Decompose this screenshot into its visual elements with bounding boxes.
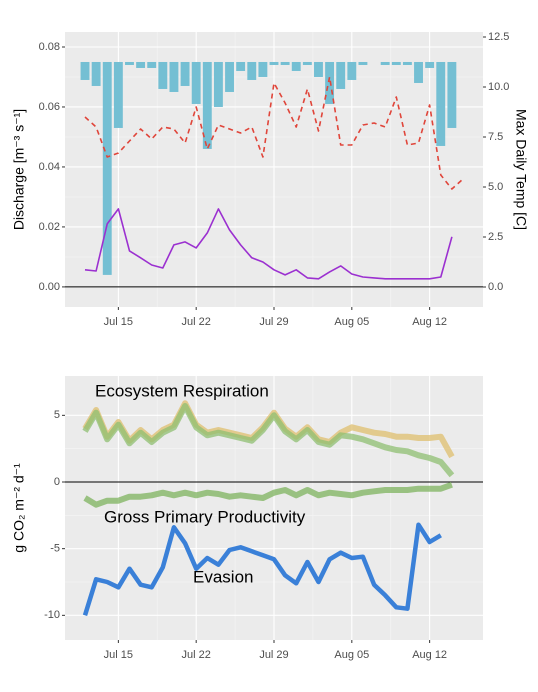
bar bbox=[280, 61, 290, 65]
bar bbox=[347, 61, 357, 80]
y-tick-label: 0.06 bbox=[39, 101, 60, 113]
y-tick-label: 0 bbox=[54, 476, 60, 488]
bar bbox=[336, 61, 346, 89]
bar bbox=[447, 61, 457, 128]
bar bbox=[113, 61, 123, 128]
x-tick-label: Jul 29 bbox=[259, 316, 288, 328]
series-line bbox=[84, 76, 464, 190]
x-tick-label: Aug 05 bbox=[334, 649, 369, 661]
x-tick-label: Aug 12 bbox=[412, 649, 447, 661]
y-tick-label: 5 bbox=[54, 409, 60, 421]
series-line bbox=[82, 522, 442, 616]
x-tick-label: Jul 15 bbox=[104, 316, 133, 328]
x-tick-label: Jul 15 bbox=[104, 649, 133, 661]
x-tick-label: Jul 22 bbox=[182, 649, 211, 661]
y2-tick-label: 12.5 bbox=[488, 31, 509, 43]
y2-axis-label: Max Daily Temp [C] bbox=[513, 109, 529, 230]
bar bbox=[225, 61, 234, 92]
y2-tick-label: 7.5 bbox=[488, 131, 503, 143]
bar bbox=[425, 61, 435, 68]
y2-tick-label: 10.0 bbox=[488, 81, 509, 93]
bar bbox=[414, 61, 423, 83]
series-label: Ecosystem Respiration bbox=[95, 381, 269, 400]
y-tick-label: -5 bbox=[50, 543, 60, 555]
bar bbox=[147, 61, 157, 68]
series-label: Evasion bbox=[193, 567, 253, 586]
x-tick-label: Jul 22 bbox=[182, 316, 211, 328]
bar bbox=[325, 61, 335, 104]
bar bbox=[358, 61, 368, 65]
series-line bbox=[82, 403, 455, 478]
y-tick-label: 0.04 bbox=[39, 161, 60, 173]
bar bbox=[302, 61, 312, 65]
bar bbox=[391, 61, 401, 65]
bar bbox=[247, 61, 257, 80]
bar bbox=[191, 61, 201, 104]
bar bbox=[158, 61, 168, 89]
bar bbox=[136, 61, 146, 68]
bar bbox=[102, 61, 112, 275]
y2-tick-label: 0.0 bbox=[488, 281, 503, 293]
bar bbox=[402, 61, 412, 65]
x-tick-label: Aug 05 bbox=[334, 316, 369, 328]
y-tick-label: -10 bbox=[44, 609, 60, 621]
y2-tick-label: 2.5 bbox=[488, 231, 503, 243]
bar bbox=[202, 61, 212, 149]
y2-tick-label: 5.0 bbox=[488, 181, 503, 193]
bar bbox=[236, 61, 246, 71]
bar bbox=[213, 61, 223, 107]
x-tick-label: Jul 29 bbox=[259, 649, 288, 661]
series-line bbox=[84, 208, 453, 280]
bar bbox=[380, 61, 390, 65]
bar bbox=[258, 61, 268, 77]
y-axis-label: Discharge [m⁻³ s⁻¹] bbox=[11, 109, 27, 230]
bar bbox=[269, 61, 279, 65]
series-line bbox=[83, 481, 453, 508]
bar bbox=[125, 61, 134, 65]
y-tick-label: 0.00 bbox=[39, 281, 60, 293]
y-tick-label: 0.08 bbox=[39, 41, 60, 53]
bar bbox=[436, 61, 446, 146]
series-label: Gross Primary Productivity bbox=[104, 507, 306, 526]
bar bbox=[291, 61, 301, 71]
bar bbox=[314, 61, 323, 77]
y-axis-label: g CO₂ m⁻² d⁻¹ bbox=[11, 463, 27, 553]
bar bbox=[91, 61, 101, 86]
bar bbox=[169, 61, 179, 92]
bar bbox=[80, 61, 90, 80]
x-tick-label: Aug 12 bbox=[412, 316, 447, 328]
y-tick-label: 0.02 bbox=[39, 221, 60, 233]
bar bbox=[180, 61, 190, 86]
